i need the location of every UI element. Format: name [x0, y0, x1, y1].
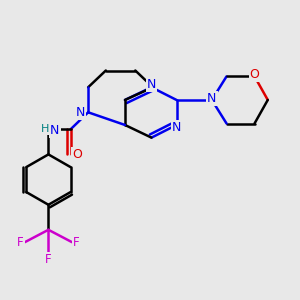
Text: F: F: [17, 236, 24, 249]
Text: F: F: [73, 236, 80, 249]
Text: N: N: [76, 106, 86, 119]
Text: O: O: [72, 148, 82, 161]
Text: N: N: [147, 78, 156, 91]
Text: F: F: [45, 253, 52, 266]
Text: O: O: [250, 68, 260, 81]
Text: N: N: [172, 122, 181, 134]
Text: N: N: [50, 124, 60, 137]
Text: H: H: [41, 124, 50, 134]
Text: N: N: [207, 92, 217, 105]
